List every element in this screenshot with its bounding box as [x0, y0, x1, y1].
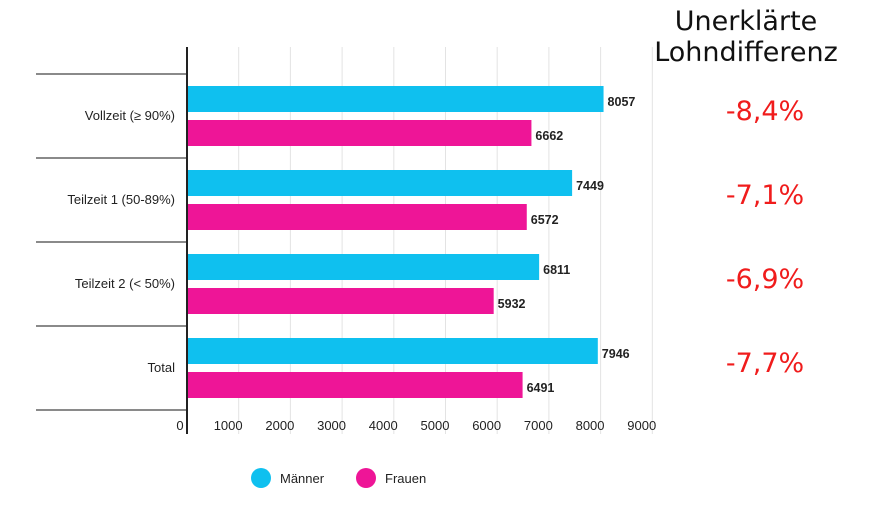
lohndifferenz-title-line1: Unerklärte [674, 6, 818, 37]
lohndifferenz-vollzeit: -8,4% [725, 96, 805, 127]
bar-frauen [188, 288, 494, 314]
lohndifferenz-title-line2: Lohndifferenz [654, 37, 838, 68]
x-tick-label: 5000 [421, 418, 450, 433]
bar-männer [188, 254, 540, 280]
bar-männer [188, 338, 598, 364]
x-tick-label: 2000 [265, 418, 294, 433]
x-tick-label: 4000 [369, 418, 398, 433]
lohndifferenz-title: Unerklärte Lohndifferenz [631, 6, 861, 68]
lohndifferenz-teilzeit2: -6,9% [725, 264, 805, 295]
legend-marker-frauen [356, 468, 376, 488]
value-label: 7449 [576, 179, 604, 193]
bar-frauen [188, 204, 527, 230]
value-label: 6572 [531, 213, 559, 227]
value-label: 6811 [543, 263, 570, 277]
category-label: Teilzeit 1 (50-89%) [67, 192, 175, 207]
lohndifferenz-total: -7,7% [725, 348, 805, 379]
x-tick-label: 1000 [214, 418, 243, 433]
value-label: 6491 [527, 381, 555, 395]
bar-männer [188, 170, 573, 196]
x-tick-label: 8000 [576, 418, 605, 433]
legend-marker-männer [251, 468, 271, 488]
value-label: 6662 [535, 129, 563, 143]
bar-frauen [188, 120, 532, 146]
category-label: Vollzeit (≥ 90%) [85, 108, 175, 123]
x-tick-label: 9000 [627, 418, 656, 433]
x-tick-label: 7000 [524, 418, 553, 433]
bar-frauen [188, 372, 523, 398]
value-label: 8057 [608, 95, 636, 109]
bar-männer [188, 86, 604, 112]
x-tick-label: 6000 [472, 418, 501, 433]
value-label: 7946 [602, 347, 630, 361]
category-label: Teilzeit 2 (< 50%) [75, 276, 175, 291]
x-tick-label: 3000 [317, 418, 346, 433]
x-tick-label: 0 [176, 418, 183, 433]
lohndifferenz-teilzeit1: -7,1% [725, 180, 805, 211]
value-label: 5932 [498, 297, 526, 311]
legend-label: Männer [280, 471, 325, 486]
category-label: Total [148, 360, 176, 375]
legend-label: Frauen [385, 471, 426, 486]
